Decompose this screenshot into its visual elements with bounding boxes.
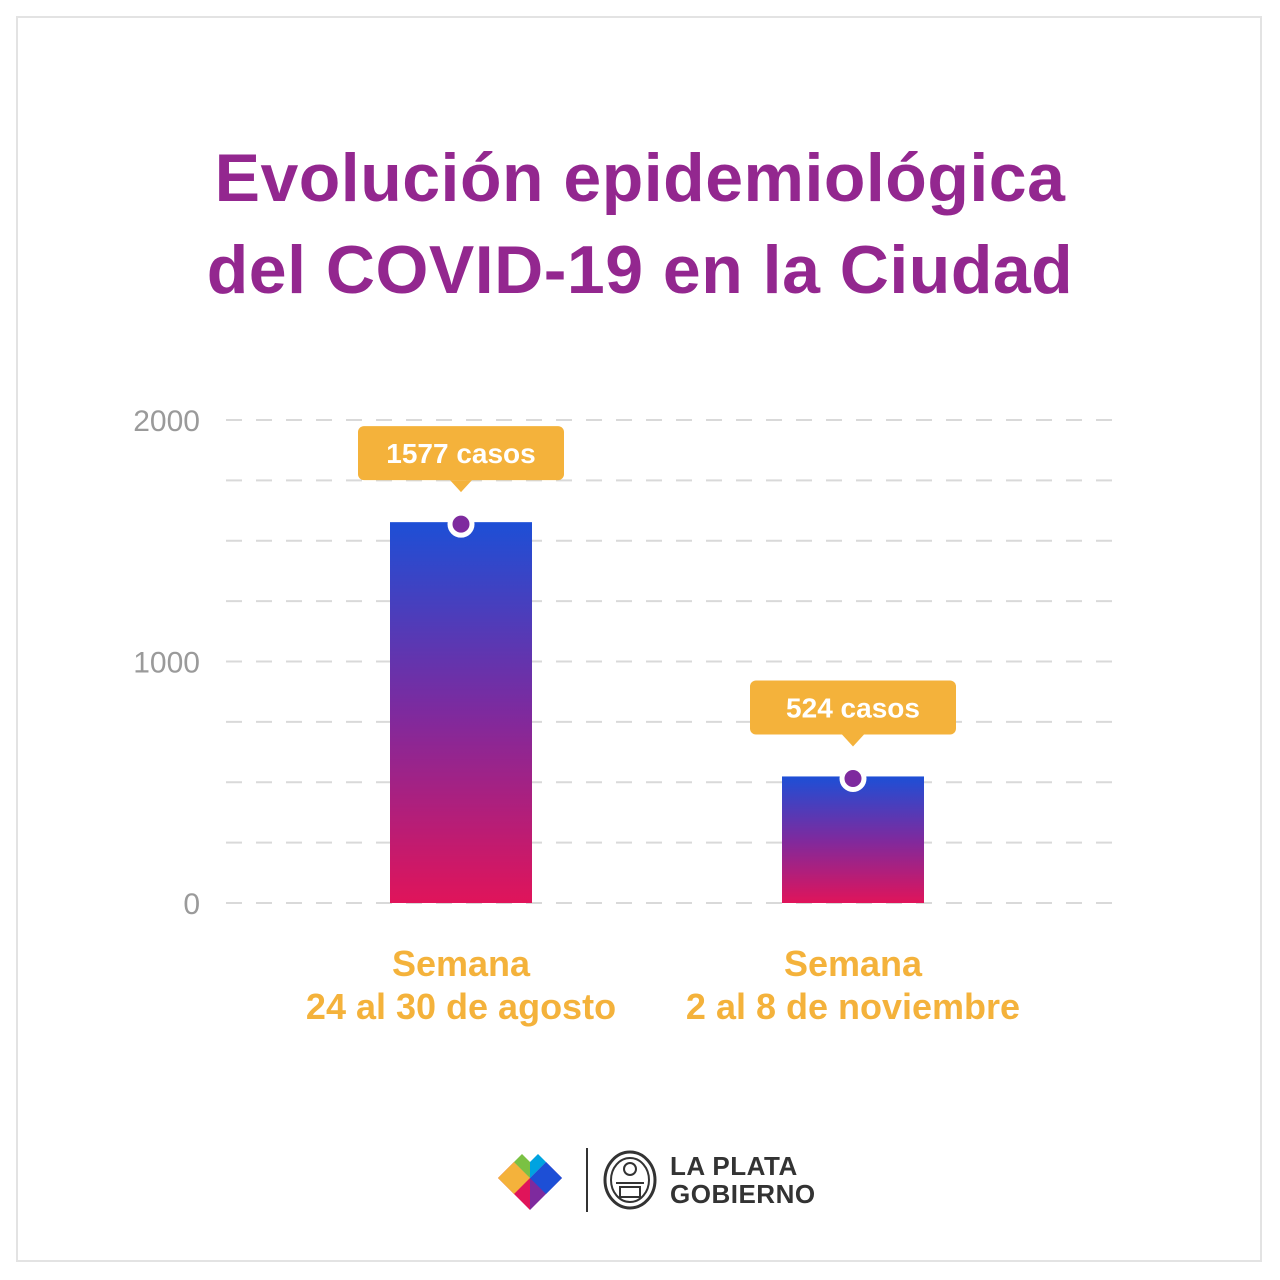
org-name-line-2: GOBIERNO (670, 1179, 816, 1209)
bar-marker-1 (447, 510, 475, 538)
bar-1 (390, 522, 532, 903)
bar-2 (782, 776, 924, 903)
chart-title-line-2: del COVID-19 en la Ciudad (206, 232, 1074, 308)
card-frame (16, 16, 1262, 1262)
heart-logo-icon (498, 1154, 562, 1210)
category-label-2: Semana 2 al 8 de noviembre (643, 942, 1063, 1028)
data-label-1: 1577 casos (386, 438, 535, 469)
category-label-2-line-2: 2 al 8 de noviembre (685, 986, 1021, 1027)
city-seal-icon (603, 1150, 657, 1210)
y-tick-label: 0 (183, 888, 200, 921)
bar-marker-2 (839, 764, 867, 792)
footer-divider (586, 1148, 588, 1212)
y-tick-label: 2000 (133, 405, 200, 438)
footer-brand: LA PLATA GOBIERNO (492, 1146, 816, 1214)
chart-title: Evolución epidemiológica del COVID-19 en… (0, 132, 1280, 316)
y-tick-label: 1000 (133, 647, 200, 680)
data-label-badge-2: 524 casos (750, 680, 956, 747)
data-label-2: 524 casos (786, 692, 920, 723)
data-label-badge-1: 1577 casos (358, 426, 564, 493)
org-name: LA PLATA GOBIERNO (670, 1152, 816, 1208)
category-label-1: Semana 24 al 30 de agosto (251, 942, 671, 1028)
category-label-2-line-1: Semana (783, 943, 923, 984)
category-label-1-line-1: Semana (391, 943, 531, 984)
category-label-1-line-2: 24 al 30 de agosto (305, 986, 617, 1027)
chart-title-line-1: Evolución epidemiológica (214, 140, 1066, 216)
org-name-line-1: LA PLATA (670, 1151, 798, 1181)
